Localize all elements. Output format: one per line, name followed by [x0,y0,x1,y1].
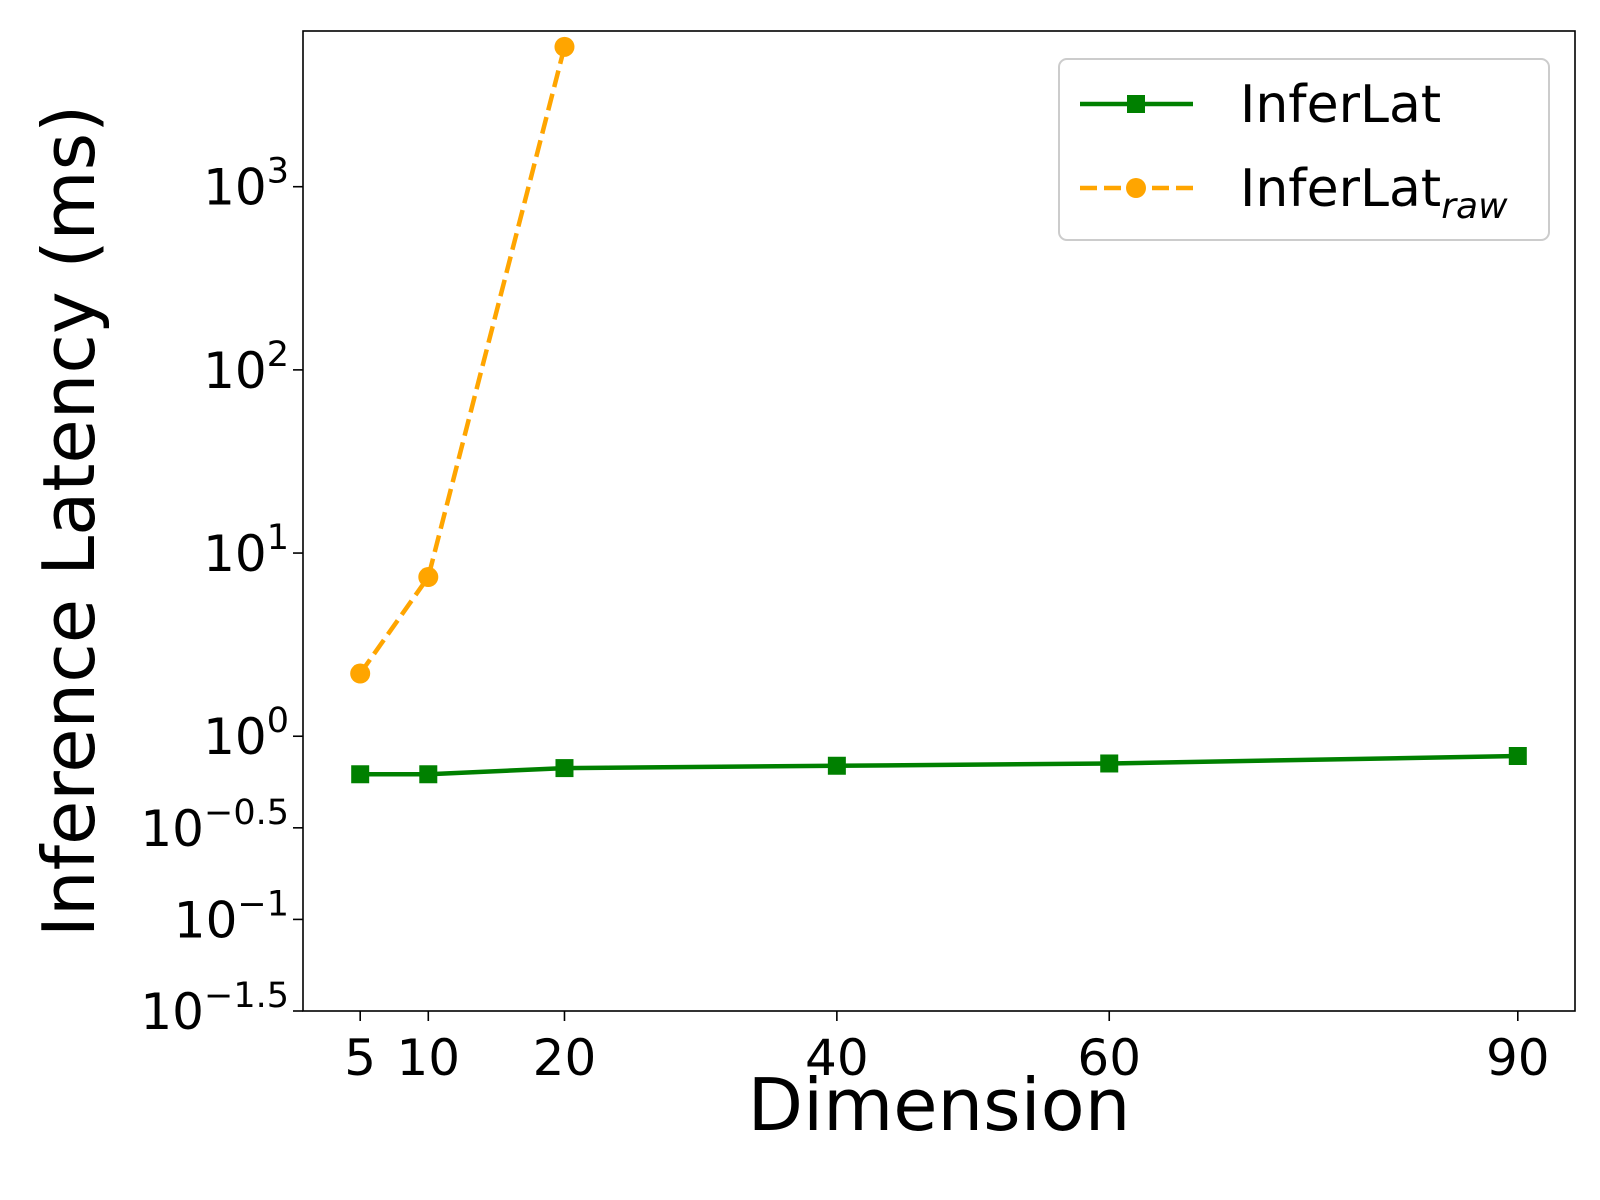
legend-marker-0 [1127,95,1145,113]
y-tick-label: 10−1.5 [140,976,289,1041]
series-0-point [419,765,438,784]
y-axis-label: Inference Latency (ms) [27,105,111,938]
series-layer [350,36,1527,784]
x-axis-ticks: 5 10 20 40 60 90 [344,1011,1550,1087]
plot-frame [302,30,1576,1012]
legend-label-1: InferLatraw [1240,159,1508,227]
y-tick-label: 10−1 [174,884,289,949]
y-tick-label: 102 [203,335,289,400]
y-axis-ticks: 10−1.5 10−1 10−0.5 100 101 102 103 [140,152,303,1041]
series-0-point [1100,754,1119,773]
x-tick-label: 10 [396,1029,460,1087]
series-line-1 [358,46,567,675]
y-tick-label: 100 [203,701,289,766]
x-axis-label: Dimension [748,1063,1131,1147]
y-tick-label: 10−0.5 [140,793,289,858]
y-tick-label: 103 [203,152,289,217]
series-0-point [555,759,574,778]
legend: InferLat InferLatraw [1058,58,1550,241]
legend-label-0: InferLat [1240,75,1441,135]
series-1-point [554,36,575,57]
series-1-point [350,663,371,684]
x-tick-label: 5 [344,1029,376,1087]
series-line-0 [360,753,1518,777]
series-0-point [351,765,370,784]
series-0-point [827,756,846,775]
x-tick-label: 90 [1486,1029,1550,1087]
x-tick-label: 20 [533,1029,597,1087]
legend-entries: InferLat InferLatraw [1080,75,1508,227]
y-tick-label: 101 [203,518,289,583]
series-1-point [418,567,439,588]
x-tick-label: 40 [805,1029,869,1087]
x-tick-label: 60 [1077,1029,1141,1087]
legend-marker-1 [1126,178,1146,198]
series-0-point [1508,746,1527,765]
